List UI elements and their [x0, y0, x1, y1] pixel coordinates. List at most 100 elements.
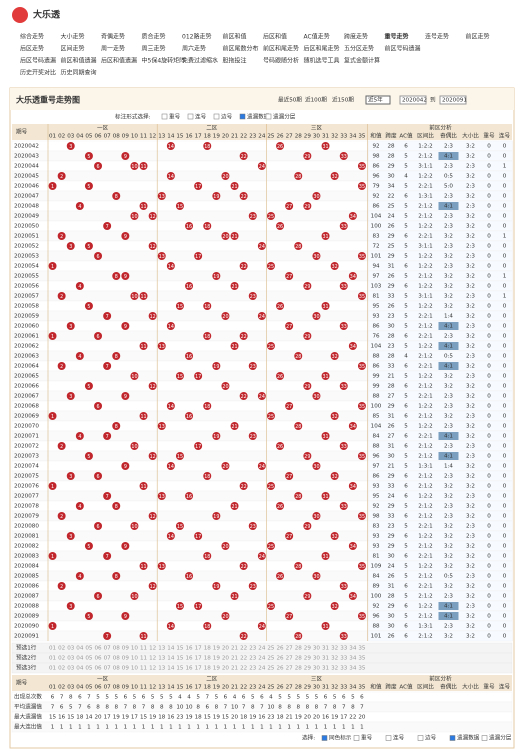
preselect-number[interactable]: 22 [240, 656, 247, 662]
preselect-number[interactable]: 27 [286, 656, 294, 662]
preselect-number[interactable]: 03 [67, 646, 75, 652]
preselect-number[interactable]: 15 [176, 646, 184, 652]
preselect-number[interactable]: 13 [158, 666, 166, 672]
footer-checkbox[interactable] [481, 735, 488, 741]
preselect-number[interactable]: 09 [122, 656, 130, 662]
preselect-number[interactable]: 04 [76, 646, 84, 652]
preselect-number[interactable]: 18 [204, 646, 212, 652]
preselect-number[interactable]: 01 [49, 656, 57, 662]
preselect-number[interactable]: 07 [104, 646, 112, 652]
preselect-number[interactable]: 23 [249, 666, 257, 672]
preselect-number[interactable]: 06 [94, 646, 102, 652]
preselect-number[interactable]: 16 [185, 646, 193, 652]
nav-link[interactable]: 大小走势 [61, 33, 85, 41]
preselect-number[interactable]: 17 [195, 646, 203, 652]
option-checkbox[interactable] [265, 113, 272, 120]
preselect-number[interactable]: 16 [185, 666, 193, 672]
option-checkbox[interactable] [187, 113, 194, 120]
preselect-number[interactable]: 07 [104, 656, 112, 662]
nav-link[interactable]: 区间走势 [61, 45, 85, 53]
preselect-number[interactable]: 32 [331, 646, 338, 652]
preselect-number[interactable]: 15 [176, 656, 184, 662]
nav-link[interactable]: 历史同期查询 [61, 69, 97, 77]
preselect-number[interactable]: 10 [131, 656, 139, 662]
preselect-number[interactable]: 08 [113, 656, 121, 662]
nav-link[interactable]: 前区和尾走势 [263, 45, 299, 53]
preselect-number[interactable]: 19 [213, 666, 221, 672]
nav-link[interactable]: 前区走势 [466, 33, 490, 41]
preselect-number[interactable]: 09 [122, 646, 130, 652]
preselect-number[interactable]: 11 [140, 666, 148, 672]
preselect-number[interactable]: 25 [267, 646, 275, 652]
preselect-number[interactable]: 20 [222, 656, 230, 662]
preselect-number[interactable]: 06 [94, 656, 102, 662]
range-select[interactable] [365, 95, 391, 105]
preselect-number[interactable]: 02 [58, 666, 65, 672]
preselect-number[interactable]: 32 [331, 666, 338, 672]
nav-link[interactable]: 后区号码遗漏 [20, 57, 56, 65]
preselect-number[interactable]: 02 [58, 656, 65, 662]
nav-link[interactable]: 后区和值 [263, 33, 287, 41]
preselect-number[interactable]: 35 [358, 656, 366, 662]
preselect-number[interactable]: 21 [231, 656, 239, 662]
preselect-number[interactable]: 11 [140, 646, 148, 652]
preselect-number[interactable]: 18 [204, 656, 212, 662]
nav-link[interactable]: 质合走势 [142, 33, 166, 41]
nav-link[interactable]: 前区尾数分布 [223, 45, 259, 53]
preselect-number[interactable]: 27 [286, 646, 294, 652]
nav-link[interactable]: 重号走势 [385, 33, 409, 41]
preselect-number[interactable]: 12 [149, 646, 156, 652]
preselect-number[interactable]: 26 [276, 656, 284, 662]
preselect-number[interactable]: 14 [167, 666, 175, 672]
preselect-number[interactable]: 18 [204, 666, 212, 672]
preselect-number[interactable]: 25 [267, 666, 275, 672]
nav-link[interactable]: 周三走势 [142, 45, 166, 53]
footer-checkbox[interactable] [417, 735, 424, 741]
footer-checkbox[interactable] [385, 735, 392, 741]
preselect-number[interactable]: 02 [58, 646, 65, 652]
preselect-number[interactable]: 35 [358, 646, 366, 652]
preselect-number[interactable]: 34 [349, 666, 357, 672]
preselect-number[interactable]: 33 [340, 666, 348, 672]
from-input[interactable] [399, 95, 427, 105]
preselect-number[interactable]: 29 [304, 646, 312, 652]
preselect-number[interactable]: 22 [240, 666, 247, 672]
preselect-number[interactable]: 14 [167, 646, 175, 652]
preselect-number[interactable]: 20 [222, 646, 230, 652]
preselect-number[interactable]: 17 [195, 656, 203, 662]
preselect-number[interactable]: 28 [295, 646, 303, 652]
preselect-number[interactable]: 24 [258, 666, 266, 672]
preselect-number[interactable]: 04 [76, 656, 84, 662]
nav-link[interactable]: 012路走势 [182, 33, 211, 41]
nav-link[interactable]: AC值走势 [304, 33, 330, 41]
footer-checkbox[interactable] [353, 735, 360, 741]
preselect-number[interactable]: 30 [313, 646, 321, 652]
nav-link[interactable]: 号码跟随分析 [263, 57, 299, 65]
preselect-number[interactable]: 22 [240, 646, 247, 652]
preselect-number[interactable]: 05 [85, 666, 93, 672]
preselect-number[interactable]: 12 [149, 666, 156, 672]
footer-checkbox[interactable] [321, 735, 328, 741]
nav-link[interactable]: 复式金额计算 [344, 57, 380, 65]
nav-link[interactable]: 胆拖投注 [223, 57, 247, 65]
preselect-number[interactable]: 13 [158, 656, 166, 662]
preselect-number[interactable]: 33 [340, 656, 348, 662]
nav-link[interactable]: 综合走势 [20, 33, 44, 41]
preselect-number[interactable]: 28 [295, 666, 303, 672]
range-link[interactable]: 最近50期 [278, 96, 302, 104]
preselect-number[interactable]: 28 [295, 656, 303, 662]
preselect-number[interactable]: 03 [67, 666, 75, 672]
nav-link[interactable]: 奇偶走势 [101, 33, 125, 41]
preselect-number[interactable]: 17 [195, 666, 203, 672]
preselect-number[interactable]: 13 [158, 646, 166, 652]
preselect-number[interactable]: 05 [85, 646, 93, 652]
range-link[interactable]: 近100期 [305, 96, 327, 104]
preselect-number[interactable]: 08 [113, 666, 121, 672]
preselect-number[interactable]: 29 [304, 656, 312, 662]
preselect-number[interactable]: 31 [322, 666, 330, 672]
nav-link[interactable]: 前区和值遗漏 [61, 57, 97, 65]
option-checkbox[interactable] [213, 113, 220, 120]
preselect-number[interactable]: 07 [104, 666, 112, 672]
preselect-number[interactable]: 29 [304, 666, 312, 672]
preselect-number[interactable]: 14 [167, 656, 175, 662]
